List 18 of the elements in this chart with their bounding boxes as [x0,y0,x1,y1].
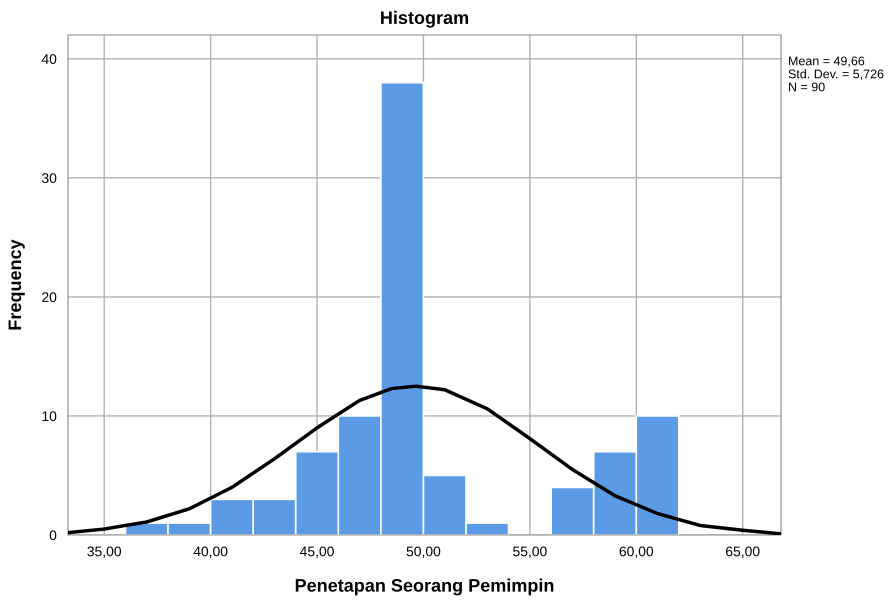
y-tick-label: 0 [50,530,56,540]
y-tick-label: 20 [42,292,56,302]
text: Std. Dev. = 5,726 [788,69,884,80]
y-axis-title: Frequency [8,239,25,330]
x-tick-label: 55,00 [513,546,547,558]
x-tick-label: 40,00 [194,546,228,558]
y-tick-label: 10 [42,411,56,422]
y-tick-label: 30 [42,173,56,184]
x-axis-title: Penetapan Seorang Pemimpin [296,578,554,596]
y-tick-label: 40 [42,54,56,64]
text: N = 90 [789,82,825,92]
text: Mean = 49,66 [789,56,864,67]
chart-title: Histogram [381,10,468,28]
x-tick-label: 60,00 [620,546,654,558]
x-tick-label: 45,00 [300,546,334,558]
x-tick-label: 65,00 [726,546,760,558]
x-tick-label: 50,00 [406,546,440,558]
x-tick-label: 35,00 [87,546,122,558]
